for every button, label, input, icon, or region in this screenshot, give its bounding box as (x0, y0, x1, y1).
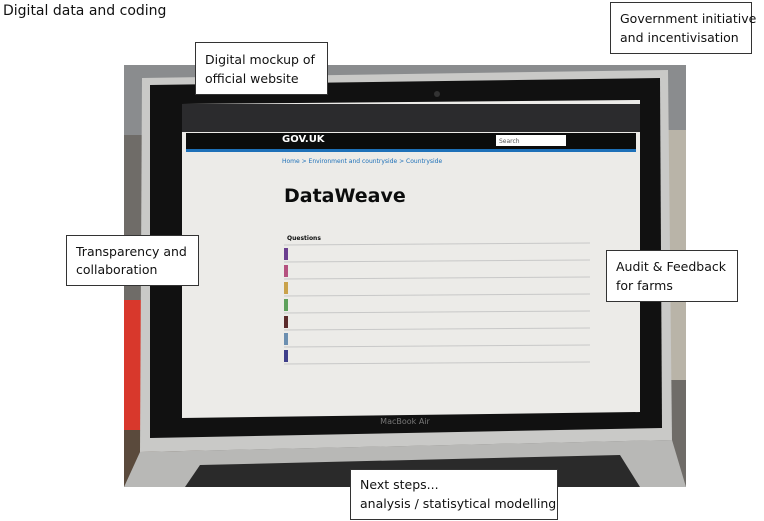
callout-text: analysis / statisytical modelling (360, 496, 556, 511)
callout-box (66, 235, 199, 286)
callout-box (610, 2, 752, 54)
page-heading: DataWeave (284, 185, 406, 207)
callout-box (195, 42, 328, 95)
search-box: Search (499, 138, 520, 145)
callout-text: Government initiative (620, 11, 757, 26)
callout-text: Transparency and (75, 244, 187, 259)
callout-text: collaboration (76, 262, 157, 277)
callouts: Government initiative and incentivisatio… (66, 2, 757, 520)
breadcrumb: Home > Environment and countryside > Cou… (282, 158, 442, 165)
slide-title: Digital data and coding (3, 3, 166, 19)
table-header: Questions (287, 235, 321, 242)
site-name: GOV.UK (282, 134, 326, 145)
callout-box (350, 469, 558, 520)
callout-box (606, 250, 738, 302)
callout-text: Next steps... (360, 477, 439, 492)
callout-text: and incentivisation (620, 30, 739, 45)
callout-text: for farms (616, 278, 673, 293)
callout-text: Digital mockup of (205, 52, 316, 67)
callout-text: Audit & Feedback (616, 259, 727, 274)
laptop-label: MacBook Air (380, 417, 430, 426)
callout-text: official website (205, 71, 299, 86)
photo: MacBook Air GOV.UK Search Home > Environ… (124, 65, 686, 487)
